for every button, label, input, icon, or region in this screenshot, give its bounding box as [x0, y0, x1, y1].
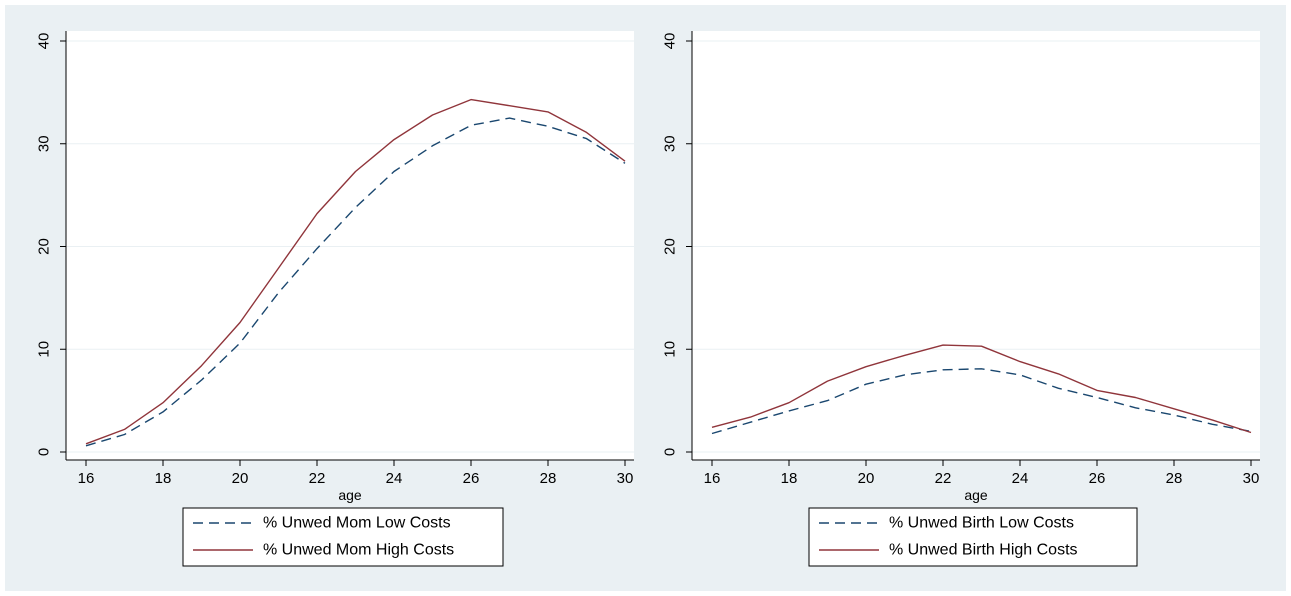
series-line-high-costs [85, 98, 626, 445]
y-tick-label-10: 10 [662, 341, 679, 358]
x-tick-label-20: 20 [232, 470, 249, 487]
x-axis-title: age [338, 487, 362, 503]
y-tick-label-30: 30 [662, 135, 679, 152]
legend-box [808, 507, 1138, 567]
series-line-high-costs [711, 344, 1252, 434]
x-tick-label-16: 16 [704, 470, 721, 487]
x-tick-label-20: 20 [858, 470, 875, 487]
plot-area [692, 31, 1260, 460]
y-tick-label-40: 40 [36, 33, 53, 50]
series-line-low-costs [711, 368, 1252, 435]
x-axis-title: age [964, 487, 988, 503]
x-tick-label-28: 28 [1166, 470, 1183, 487]
x-tick-label-18: 18 [781, 470, 798, 487]
legend: % Unwed Mom Low Costs % Unwed Mom High Co… [182, 507, 504, 567]
series-line-low-costs [85, 117, 626, 447]
x-tick-label-26: 26 [463, 470, 480, 487]
x-tick-label-24: 24 [386, 470, 403, 487]
plot-area [66, 31, 634, 460]
y-tick-label-40: 40 [662, 33, 679, 50]
x-tick-label-24: 24 [1012, 470, 1029, 487]
x-tick-label-30: 30 [1243, 470, 1260, 487]
x-tick-label-28: 28 [540, 470, 557, 487]
legend: % Unwed Birth Low Costs % Unwed Birth Hig… [808, 507, 1138, 567]
x-tick-label-22: 22 [309, 470, 326, 487]
x-tick-label-26: 26 [1089, 470, 1106, 487]
y-tick-label-20: 20 [36, 238, 53, 255]
legend-label-high-costs: % Unwed Mom High Costs [263, 542, 454, 559]
legend-label-low-costs: % Unwed Mom Low Costs [263, 515, 451, 532]
y-tick-label-30: 30 [36, 135, 53, 152]
legend-label-high-costs: % Unwed Birth High Costs [889, 542, 1078, 559]
chart-panel-2: 0 10 20 30 40 16 18 20 22 24 26 28 30 age % Unwed Birt… [662, 31, 1260, 567]
x-tick-label-16: 16 [78, 470, 95, 487]
x-tick-label-30: 30 [617, 470, 634, 487]
x-tick-label-22: 22 [935, 470, 952, 487]
chart-panel-1: 0 10 20 30 40 16 18 20 22 24 26 28 30 age % Unwed Mom … [36, 31, 634, 567]
y-tick-label-0: 0 [662, 448, 679, 456]
y-tick-label-0: 0 [36, 448, 53, 456]
y-tick-label-10: 10 [36, 341, 53, 358]
x-tick-label-18: 18 [155, 470, 172, 487]
y-tick-label-20: 20 [662, 238, 679, 255]
legend-label-low-costs: % Unwed Birth Low Costs [889, 515, 1074, 532]
legend-box [182, 507, 504, 567]
